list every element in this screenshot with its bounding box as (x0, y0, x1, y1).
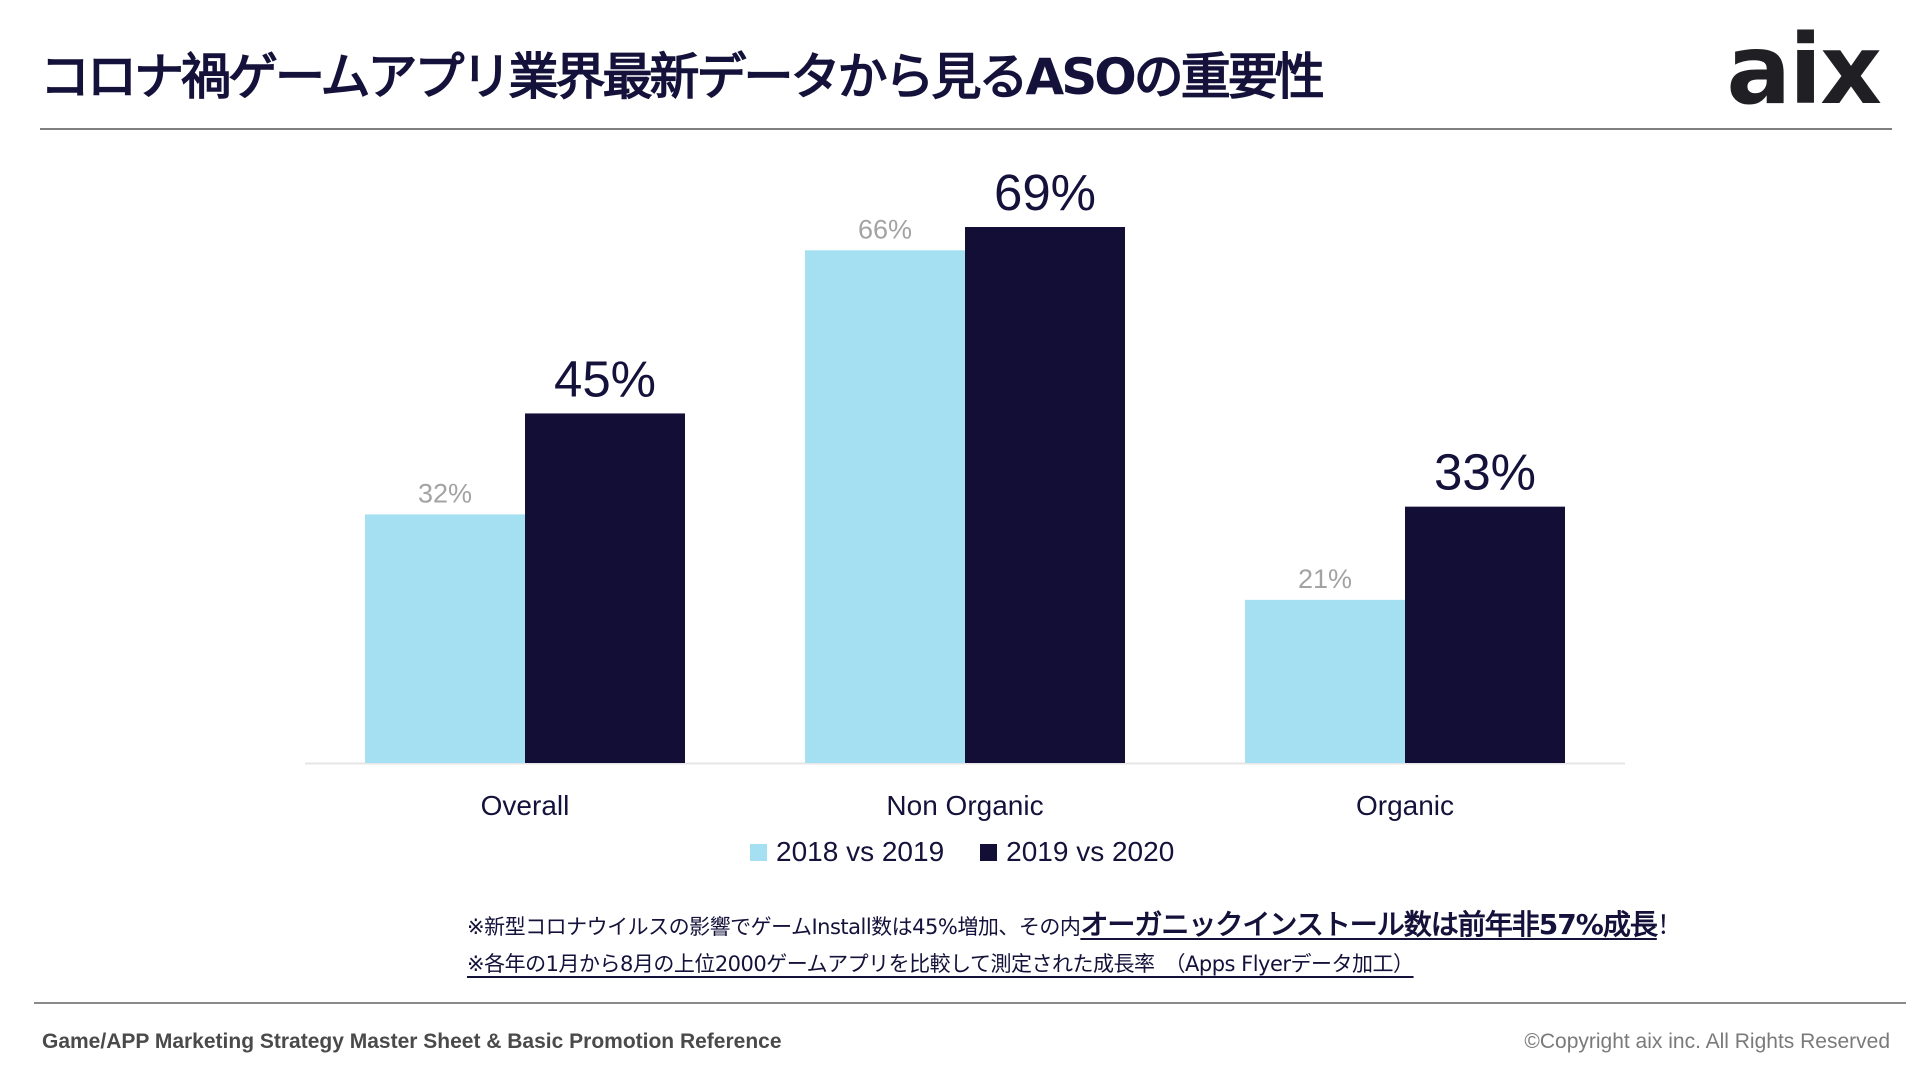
note-growth-summary: ※新型コロナウイルスの影響でゲームInstall数は45%増加、その内オーガニッ… (467, 903, 1683, 943)
bar-chart: 32% 45% Overall 66% 69% Non Organic 21% 33% Orga… (305, 164, 1625, 821)
legend-label-2018-vs-2019: 2018 vs 2019 (776, 836, 945, 867)
legend-swatch-2018-vs-2019 (750, 843, 767, 861)
category-label-non-organic: Non Organic (886, 790, 1043, 821)
bar-non-organic-2018-vs-2019 (805, 250, 965, 764)
bar-non-organic-2019-vs-2020 (965, 227, 1125, 763)
bar-organic-2018-vs-2019 (1245, 599, 1405, 763)
category-label-overall: Overall (481, 790, 570, 821)
data-label-non-organic-2018-vs-2019: 66% (858, 214, 912, 244)
data-label-organic-2018-vs-2019: 21% (1298, 564, 1352, 594)
note-growth-emphasis: オーガニックインストール数は前年非57%成長 (1080, 908, 1657, 941)
note-growth-prefix: ※新型コロナウイルスの影響でゲームInstall数は45%増加、その内 (467, 915, 1081, 939)
data-label-organic-2019-vs-2020: 33% (1434, 444, 1536, 501)
chart-legend: 2018 vs 2019 2019 vs 2020 (750, 836, 1210, 868)
bar-overall-2019-vs-2020 (525, 413, 685, 763)
legend-item-2018-vs-2019: 2018 vs 2019 (750, 836, 944, 868)
title-divider (40, 128, 1892, 130)
footer-divider (34, 1002, 1906, 1004)
bar-organic-2019-vs-2020 (1405, 506, 1565, 763)
page-title: コロナ禍ゲームアプリ業界最新データから見るASOの重要性 (40, 48, 1325, 106)
legend-item-2019-vs-2020: 2019 vs 2020 (980, 836, 1174, 868)
aix-logo: aix (1726, 14, 1882, 126)
footer-copyright: ©Copyright aix inc. All Rights Reserved (1524, 1030, 1890, 1053)
data-label-non-organic-2019-vs-2020: 69% (994, 164, 1096, 221)
legend-label-2019-vs-2020: 2019 vs 2020 (1006, 836, 1175, 867)
category-label-organic: Organic (1356, 790, 1454, 821)
footer-reference: Game/APP Marketing Strategy Master Sheet… (42, 1030, 782, 1053)
legend-swatch-2019-vs-2020 (980, 843, 998, 861)
data-label-overall-2018-vs-2019: 32% (418, 478, 472, 508)
bar-overall-2018-vs-2019 (365, 514, 525, 763)
note-methodology: ※各年の1月から8月の上位2000ゲームアプリを比較して測定された成長率 （Ap… (467, 952, 1414, 976)
data-label-overall-2019-vs-2020: 45% (554, 350, 656, 407)
note-growth-suffix: ！ (1656, 911, 1683, 941)
